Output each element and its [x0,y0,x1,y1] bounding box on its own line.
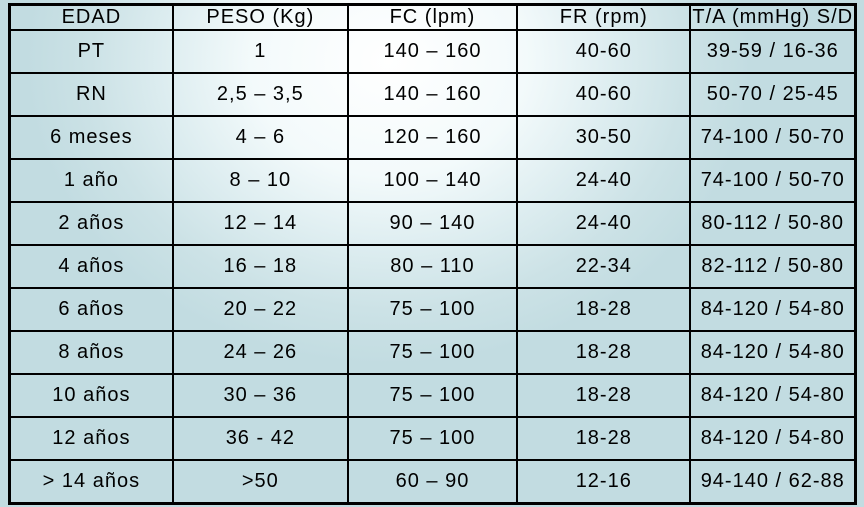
table-row: 8 años 24 – 26 75 – 100 18-28 84-120 / 5… [8,330,857,376]
table-row: 4 años 16 – 18 80 – 110 22-34 82-112 / 5… [8,244,857,290]
cell-ta: 39-59 / 16-36 [689,28,857,75]
cell-fr: 12-16 [516,459,692,505]
cell-peso: 24 – 26 [171,330,349,376]
cell-ta: 74-100 / 50-70 [689,158,857,204]
cell-edad: RN [8,72,174,118]
cell-peso: 20 – 22 [171,287,349,333]
cell-fr: 24-40 [516,158,692,204]
cell-fr: 18-28 [516,373,692,419]
cell-edad: 8 años [8,330,174,376]
cell-edad: 6 años [8,287,174,333]
cell-fr: 30-50 [516,115,692,161]
cell-fc: 60 – 90 [346,459,519,505]
cell-ta: 84-120 / 54-80 [689,287,857,333]
column-header-edad: EDAD [8,3,174,31]
cell-fc: 75 – 100 [346,373,519,419]
cell-edad: 1 año [8,158,174,204]
cell-ta: 80-112 / 50-80 [689,201,857,247]
cell-edad: 4 años [8,244,174,290]
cell-peso: 8 – 10 [171,158,349,204]
cell-edad: 2 años [8,201,174,247]
vitals-table: EDAD PESO (Kg) FC (lpm) FR (rpm) T/A (mm… [8,3,857,505]
cell-peso: 16 – 18 [171,244,349,290]
cell-fc: 75 – 100 [346,287,519,333]
cell-fc: 140 – 160 [346,72,519,118]
cell-fr: 24-40 [516,201,692,247]
cell-fc: 75 – 100 [346,416,519,462]
cell-edad: 12 años [8,416,174,462]
column-header-fc: FC (lpm) [346,3,519,31]
cell-ta: 74-100 / 50-70 [689,115,857,161]
cell-ta: 50-70 / 25-45 [689,72,857,118]
cell-fr: 22-34 [516,244,692,290]
table-row: 6 años 20 – 22 75 – 100 18-28 84-120 / 5… [8,287,857,333]
cell-ta: 94-140 / 62-88 [689,459,857,505]
cell-fr: 40-60 [516,28,692,75]
cell-fc: 80 – 110 [346,244,519,290]
cell-fr: 40-60 [516,72,692,118]
column-header-ta: T/A (mmHg) S/D [689,3,857,31]
header-row: EDAD PESO (Kg) FC (lpm) FR (rpm) T/A (mm… [8,3,857,31]
table-row: PT 1 140 – 160 40-60 39-59 / 16-36 [8,28,857,75]
cell-fc: 90 – 140 [346,201,519,247]
table-row: 12 años 36 - 42 75 – 100 18-28 84-120 / … [8,416,857,462]
column-header-fr: FR (rpm) [516,3,692,31]
cell-peso: 30 – 36 [171,373,349,419]
cell-edad: 10 años [8,373,174,419]
cell-fr: 18-28 [516,416,692,462]
cell-ta: 84-120 / 54-80 [689,373,857,419]
cell-peso: 36 - 42 [171,416,349,462]
cell-ta: 82-112 / 50-80 [689,244,857,290]
cell-fc: 120 – 160 [346,115,519,161]
column-header-peso: PESO (Kg) [171,3,349,31]
cell-peso: 1 [171,28,349,75]
table-row: 2 años 12 – 14 90 – 140 24-40 80-112 / 5… [8,201,857,247]
table-row: > 14 años >50 60 – 90 12-16 94-140 / 62-… [8,459,857,505]
cell-fr: 18-28 [516,330,692,376]
cell-peso: 4 – 6 [171,115,349,161]
table-row: 6 meses 4 – 6 120 – 160 30-50 74-100 / 5… [8,115,857,161]
cell-ta: 84-120 / 54-80 [689,416,857,462]
cell-fr: 18-28 [516,287,692,333]
table-row: 10 años 30 – 36 75 – 100 18-28 84-120 / … [8,373,857,419]
cell-fc: 75 – 100 [346,330,519,376]
table-row: 1 año 8 – 10 100 – 140 24-40 74-100 / 50… [8,158,857,204]
cell-peso: 12 – 14 [171,201,349,247]
cell-peso: 2,5 – 3,5 [171,72,349,118]
cell-fc: 100 – 140 [346,158,519,204]
cell-fc: 140 – 160 [346,28,519,75]
cell-peso: >50 [171,459,349,505]
cell-edad: > 14 años [8,459,174,505]
cell-ta: 84-120 / 54-80 [689,330,857,376]
cell-edad: PT [8,28,174,75]
table-row: RN 2,5 – 3,5 140 – 160 40-60 50-70 / 25-… [8,72,857,118]
cell-edad: 6 meses [8,115,174,161]
